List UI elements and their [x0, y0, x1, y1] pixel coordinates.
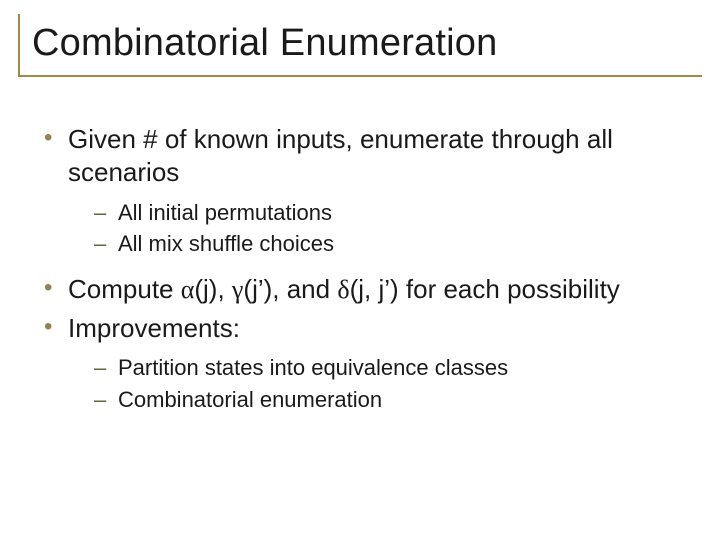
bullet-list: Given # of known inputs, enumerate throu…: [42, 123, 702, 415]
greek-gamma: γ: [232, 275, 244, 304]
slide: Combinatorial Enumeration Given # of kno…: [0, 0, 720, 540]
bullet-text-part: (j, j’) for each possibility: [350, 274, 620, 304]
sub-bullet-text: All initial permutations: [118, 200, 332, 225]
bullet-item: Compute α(j), γ(j’), and δ(j, j’) for ea…: [42, 273, 702, 306]
sub-bullet-item: Combinatorial enumeration: [94, 385, 702, 415]
bullet-text-part: Compute: [68, 274, 181, 304]
bullet-item: Improvements: Partition states into equi…: [42, 312, 702, 415]
sub-bullet-text: All mix shuffle choices: [118, 231, 334, 256]
sub-bullet-text: Partition states into equivalence classe…: [118, 355, 508, 380]
sub-bullet-list: All initial permutations All mix shuffle…: [68, 198, 702, 259]
bullet-text-part: (j’), and: [243, 274, 337, 304]
slide-title: Combinatorial Enumeration: [32, 22, 702, 65]
bullet-text-part: (j),: [194, 274, 232, 304]
sub-bullet-item: Partition states into equivalence classe…: [94, 353, 702, 383]
sub-bullet-list: Partition states into equivalence classe…: [68, 353, 702, 414]
sub-bullet-item: All mix shuffle choices: [94, 229, 702, 259]
sub-bullet-text: Combinatorial enumeration: [118, 387, 382, 412]
bullet-text: Improvements:: [68, 313, 240, 343]
sub-bullet-item: All initial permutations: [94, 198, 702, 228]
greek-delta: δ: [337, 275, 349, 304]
slide-content: Given # of known inputs, enumerate throu…: [18, 123, 702, 415]
title-container: Combinatorial Enumeration: [18, 14, 702, 77]
bullet-item: Given # of known inputs, enumerate throu…: [42, 123, 702, 259]
bullet-text: Given # of known inputs, enumerate throu…: [68, 124, 613, 187]
greek-alpha: α: [181, 275, 195, 304]
